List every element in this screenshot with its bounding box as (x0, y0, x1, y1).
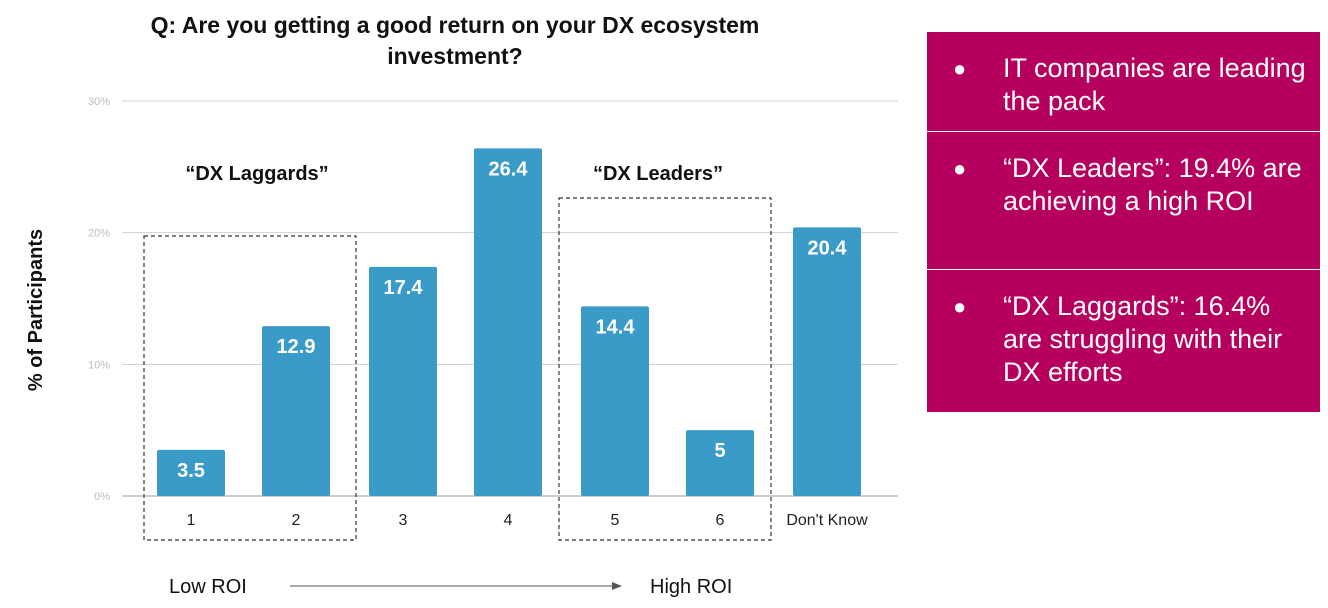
bar-value-label: 12.9 (277, 336, 316, 358)
low-roi-label: Low ROI (169, 576, 247, 598)
x-tick-label: 3 (399, 512, 408, 529)
x-tick-label: 2 (292, 512, 301, 529)
bar-value-label: 17.4 (384, 277, 424, 299)
x-axis-ticks: 1 2 3 4 5 6 Don't Know (187, 512, 869, 529)
finding-text: IT companies are leading the pack (1003, 53, 1306, 116)
roi-arrow-head (612, 582, 622, 590)
bar-value-label: 20.4 (808, 237, 848, 259)
bar (157, 449, 225, 496)
y-tick-label: 30% (88, 96, 110, 108)
bar (793, 227, 861, 496)
laggards-group-box (143, 235, 357, 541)
leaders-group-box (558, 197, 772, 541)
finding-text: “DX Laggards”: 16.4% are struggling with… (1003, 291, 1283, 387)
bar-value-label: 26.4 (489, 158, 529, 180)
bar (369, 266, 437, 496)
x-tick-label: 1 (187, 512, 196, 529)
chart-title: Q: Are you getting a good return on your… (150, 12, 760, 69)
x-tick-label: 4 (504, 512, 513, 529)
high-roi-label: High ROI (650, 576, 732, 598)
finding-item: ● “DX Leaders”: 19.4% are achieving a hi… (927, 132, 1320, 269)
finding-item: ● “DX Laggards”: 16.4% are struggling wi… (927, 270, 1320, 412)
bar (581, 306, 649, 496)
y-axis-ticks: 0% 10% 20% 30% (88, 96, 110, 503)
y-tick-label: 0% (94, 491, 110, 503)
bullet-icon: ● (953, 156, 967, 181)
x-tick-label: 6 (716, 512, 725, 529)
y-tick-label: 20% (88, 228, 110, 240)
bar-value-label: 3.5 (177, 460, 205, 482)
bar (686, 430, 754, 496)
bar (474, 148, 542, 496)
x-tick-label: 5 (611, 512, 620, 529)
finding-text: “DX Leaders”: 19.4% are achieving a high… (1003, 153, 1302, 216)
bullet-icon: ● (953, 294, 967, 319)
bars: 3.5 12.9 17.4 26.4 14.4 5 20.4 (157, 148, 861, 496)
y-axis-label: % of Participants (25, 229, 47, 391)
key-findings-panel: ● IT companies are leading the pack ● “D… (927, 32, 1320, 412)
bar (262, 326, 330, 496)
bullet-icon: ● (953, 56, 967, 81)
leaders-annotation: “DX Leaders” (593, 163, 723, 185)
laggards-annotation: “DX Laggards” (185, 163, 328, 185)
y-tick-label: 10% (88, 359, 110, 371)
bar-value-label: 14.4 (596, 316, 636, 338)
x-tick-label: Don't Know (786, 512, 868, 529)
finding-item: ● IT companies are leading the pack (927, 32, 1320, 131)
bar-value-label: 5 (714, 440, 725, 462)
